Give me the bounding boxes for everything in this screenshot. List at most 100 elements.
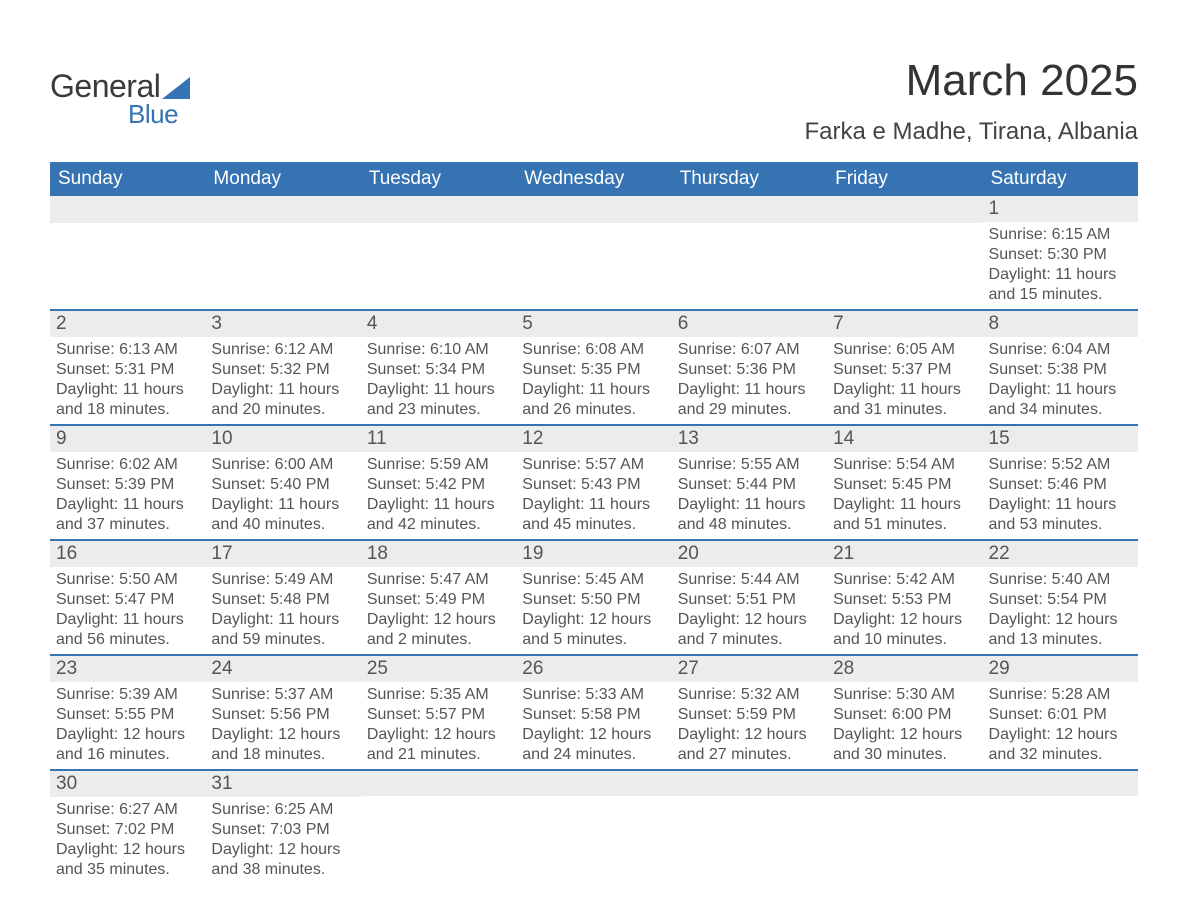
daylight-line: Daylight: 12 hours and 38 minutes. [211, 840, 354, 880]
day-content: Sunrise: 5:35 AMSunset: 5:57 PMDaylight:… [361, 682, 516, 769]
calendar-body: 1Sunrise: 6:15 AMSunset: 5:30 PMDaylight… [50, 196, 1138, 884]
daylight-line: Daylight: 11 hours and 15 minutes. [989, 265, 1132, 305]
day-content: Sunrise: 5:28 AMSunset: 6:01 PMDaylight:… [983, 682, 1138, 769]
calendar-cell: 27Sunrise: 5:32 AMSunset: 5:59 PMDayligh… [672, 654, 827, 769]
calendar-cell [672, 196, 827, 309]
daylight-line: Daylight: 12 hours and 18 minutes. [211, 725, 354, 765]
day-content: Sunrise: 6:10 AMSunset: 5:34 PMDaylight:… [361, 337, 516, 424]
calendar-cell: 18Sunrise: 5:47 AMSunset: 5:49 PMDayligh… [361, 539, 516, 654]
sunset-line: Sunset: 5:32 PM [211, 360, 354, 380]
sunrise-line: Sunrise: 5:59 AM [367, 455, 510, 475]
daylight-line: Daylight: 11 hours and 59 minutes. [211, 610, 354, 650]
daylight-line: Daylight: 11 hours and 18 minutes. [56, 380, 199, 420]
day-content: Sunrise: 5:44 AMSunset: 5:51 PMDaylight:… [672, 567, 827, 654]
daylight-line: Daylight: 11 hours and 53 minutes. [989, 495, 1132, 535]
day-content: Sunrise: 5:50 AMSunset: 5:47 PMDaylight:… [50, 567, 205, 654]
calendar-cell: 1Sunrise: 6:15 AMSunset: 5:30 PMDaylight… [983, 196, 1138, 309]
weekday-header: Friday [827, 162, 982, 196]
day-number-bar: 6 [672, 309, 827, 337]
sunrise-line: Sunrise: 6:13 AM [56, 340, 199, 360]
sunset-line: Sunset: 5:39 PM [56, 475, 199, 495]
sunset-line: Sunset: 5:59 PM [678, 705, 821, 725]
calendar-cell [672, 769, 827, 884]
sunset-line: Sunset: 5:31 PM [56, 360, 199, 380]
sunrise-line: Sunrise: 5:39 AM [56, 685, 199, 705]
daylight-line: Daylight: 11 hours and 26 minutes. [522, 380, 665, 420]
day-number-bar [672, 769, 827, 796]
day-content: Sunrise: 6:25 AMSunset: 7:03 PMDaylight:… [205, 797, 360, 884]
day-number-bar: 13 [672, 424, 827, 452]
location-subtitle: Farka e Madhe, Tirana, Albania [804, 118, 1138, 146]
daylight-line: Daylight: 12 hours and 5 minutes. [522, 610, 665, 650]
sunrise-line: Sunrise: 5:54 AM [833, 455, 976, 475]
sunrise-line: Sunrise: 6:08 AM [522, 340, 665, 360]
day-content: Sunrise: 6:05 AMSunset: 5:37 PMDaylight:… [827, 337, 982, 424]
sunrise-line: Sunrise: 5:49 AM [211, 570, 354, 590]
sunset-line: Sunset: 5:44 PM [678, 475, 821, 495]
day-content: Sunrise: 5:49 AMSunset: 5:48 PMDaylight:… [205, 567, 360, 654]
day-number-bar: 27 [672, 654, 827, 682]
day-content: Sunrise: 5:47 AMSunset: 5:49 PMDaylight:… [361, 567, 516, 654]
sunrise-line: Sunrise: 6:25 AM [211, 800, 354, 820]
calendar-cell: 5Sunrise: 6:08 AMSunset: 5:35 PMDaylight… [516, 309, 671, 424]
month-title: March 2025 [804, 56, 1138, 106]
sunrise-line: Sunrise: 6:05 AM [833, 340, 976, 360]
daylight-line: Daylight: 11 hours and 37 minutes. [56, 495, 199, 535]
day-number-bar: 9 [50, 424, 205, 452]
day-number-bar: 3 [205, 309, 360, 337]
sunrise-line: Sunrise: 6:00 AM [211, 455, 354, 475]
page-header: General Blue March 2025 Farka e Madhe, T… [50, 56, 1138, 154]
daylight-line: Daylight: 11 hours and 23 minutes. [367, 380, 510, 420]
sunset-line: Sunset: 6:00 PM [833, 705, 976, 725]
daylight-line: Daylight: 12 hours and 7 minutes. [678, 610, 821, 650]
daylight-line: Daylight: 11 hours and 29 minutes. [678, 380, 821, 420]
sunrise-line: Sunrise: 5:45 AM [522, 570, 665, 590]
calendar-cell: 14Sunrise: 5:54 AMSunset: 5:45 PMDayligh… [827, 424, 982, 539]
day-content: Sunrise: 5:57 AMSunset: 5:43 PMDaylight:… [516, 452, 671, 539]
sunset-line: Sunset: 5:38 PM [989, 360, 1132, 380]
day-content: Sunrise: 5:52 AMSunset: 5:46 PMDaylight:… [983, 452, 1138, 539]
calendar-cell: 29Sunrise: 5:28 AMSunset: 6:01 PMDayligh… [983, 654, 1138, 769]
calendar-week-row: 16Sunrise: 5:50 AMSunset: 5:47 PMDayligh… [50, 539, 1138, 654]
day-number-bar: 12 [516, 424, 671, 452]
calendar-cell: 16Sunrise: 5:50 AMSunset: 5:47 PMDayligh… [50, 539, 205, 654]
day-number-bar: 5 [516, 309, 671, 337]
day-number-bar: 4 [361, 309, 516, 337]
sunrise-line: Sunrise: 5:37 AM [211, 685, 354, 705]
sunrise-line: Sunrise: 5:33 AM [522, 685, 665, 705]
daylight-line: Daylight: 12 hours and 21 minutes. [367, 725, 510, 765]
calendar-cell [50, 196, 205, 309]
day-content: Sunrise: 6:04 AMSunset: 5:38 PMDaylight:… [983, 337, 1138, 424]
sunrise-line: Sunrise: 5:35 AM [367, 685, 510, 705]
day-content: Sunrise: 5:33 AMSunset: 5:58 PMDaylight:… [516, 682, 671, 769]
sunset-line: Sunset: 5:43 PM [522, 475, 665, 495]
daylight-line: Daylight: 11 hours and 20 minutes. [211, 380, 354, 420]
calendar-cell: 12Sunrise: 5:57 AMSunset: 5:43 PMDayligh… [516, 424, 671, 539]
day-number-bar: 19 [516, 539, 671, 567]
daylight-line: Daylight: 12 hours and 24 minutes. [522, 725, 665, 765]
day-number-bar [205, 196, 360, 223]
sunset-line: Sunset: 5:42 PM [367, 475, 510, 495]
day-content: Sunrise: 5:32 AMSunset: 5:59 PMDaylight:… [672, 682, 827, 769]
day-content: Sunrise: 6:00 AMSunset: 5:40 PMDaylight:… [205, 452, 360, 539]
calendar-cell: 8Sunrise: 6:04 AMSunset: 5:38 PMDaylight… [983, 309, 1138, 424]
brand-triangle-icon [162, 77, 190, 99]
day-number-bar [516, 196, 671, 223]
sunset-line: Sunset: 5:53 PM [833, 590, 976, 610]
day-number-bar: 26 [516, 654, 671, 682]
daylight-line: Daylight: 11 hours and 48 minutes. [678, 495, 821, 535]
day-content: Sunrise: 6:12 AMSunset: 5:32 PMDaylight:… [205, 337, 360, 424]
sunrise-line: Sunrise: 5:57 AM [522, 455, 665, 475]
day-number-bar: 11 [361, 424, 516, 452]
calendar-table: SundayMondayTuesdayWednesdayThursdayFrid… [50, 162, 1138, 884]
day-number-bar: 24 [205, 654, 360, 682]
day-number-bar: 28 [827, 654, 982, 682]
day-number-bar: 30 [50, 769, 205, 797]
calendar-cell: 21Sunrise: 5:42 AMSunset: 5:53 PMDayligh… [827, 539, 982, 654]
calendar-cell: 3Sunrise: 6:12 AMSunset: 5:32 PMDaylight… [205, 309, 360, 424]
calendar-week-row: 2Sunrise: 6:13 AMSunset: 5:31 PMDaylight… [50, 309, 1138, 424]
sunrise-line: Sunrise: 5:44 AM [678, 570, 821, 590]
weekday-header: Monday [205, 162, 360, 196]
calendar-cell [516, 769, 671, 884]
daylight-line: Daylight: 11 hours and 40 minutes. [211, 495, 354, 535]
